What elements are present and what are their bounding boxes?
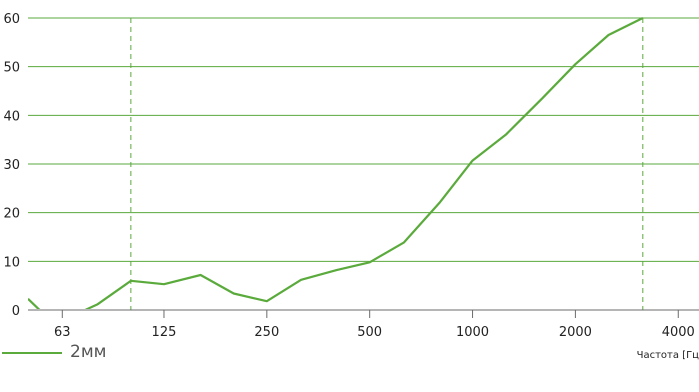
- x-tick-label: 1000: [456, 325, 489, 340]
- axes: [28, 309, 699, 318]
- x-tick-label: 4000: [662, 325, 695, 340]
- y-tick-labels: 0 10 20 30 40 50 60: [3, 12, 20, 319]
- x-tick-labels: 63 125 250 500 1000 2000 4000: [54, 325, 695, 340]
- y-tick-label: 20: [3, 207, 20, 222]
- x-tick-label: 2000: [559, 325, 592, 340]
- series-layer: [28, 17, 644, 309]
- series-line: [28, 17, 644, 309]
- y-tick-label: 60: [3, 12, 20, 27]
- x-tick-label: 125: [152, 325, 177, 340]
- x-tick-label: 500: [357, 325, 382, 340]
- y-tick-label: 10: [3, 255, 20, 270]
- y-tick-label: 50: [3, 61, 20, 76]
- legend-label: 2мм: [70, 342, 107, 362]
- x-tick-label: 63: [54, 325, 71, 340]
- y-tick-label: 0: [12, 304, 20, 319]
- grid-layer: [28, 17, 699, 262]
- legend: 2мм: [0, 338, 200, 368]
- legend-swatch: [2, 352, 62, 354]
- x-axis-label: Частота [Гц: [637, 350, 699, 361]
- y-tick-label: 30: [3, 158, 20, 173]
- reference-lines: [130, 18, 644, 310]
- y-tick-label: 40: [3, 109, 20, 124]
- x-tick-label: 250: [254, 325, 279, 340]
